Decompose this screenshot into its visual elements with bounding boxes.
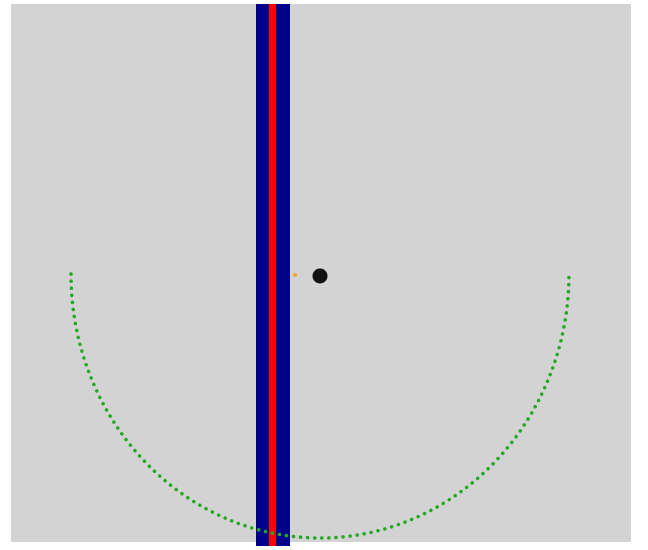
agent-ball [312, 268, 328, 284]
barrier-core-line [269, 4, 276, 546]
target-dot [293, 273, 297, 277]
dotted-arc-path [69, 272, 571, 540]
